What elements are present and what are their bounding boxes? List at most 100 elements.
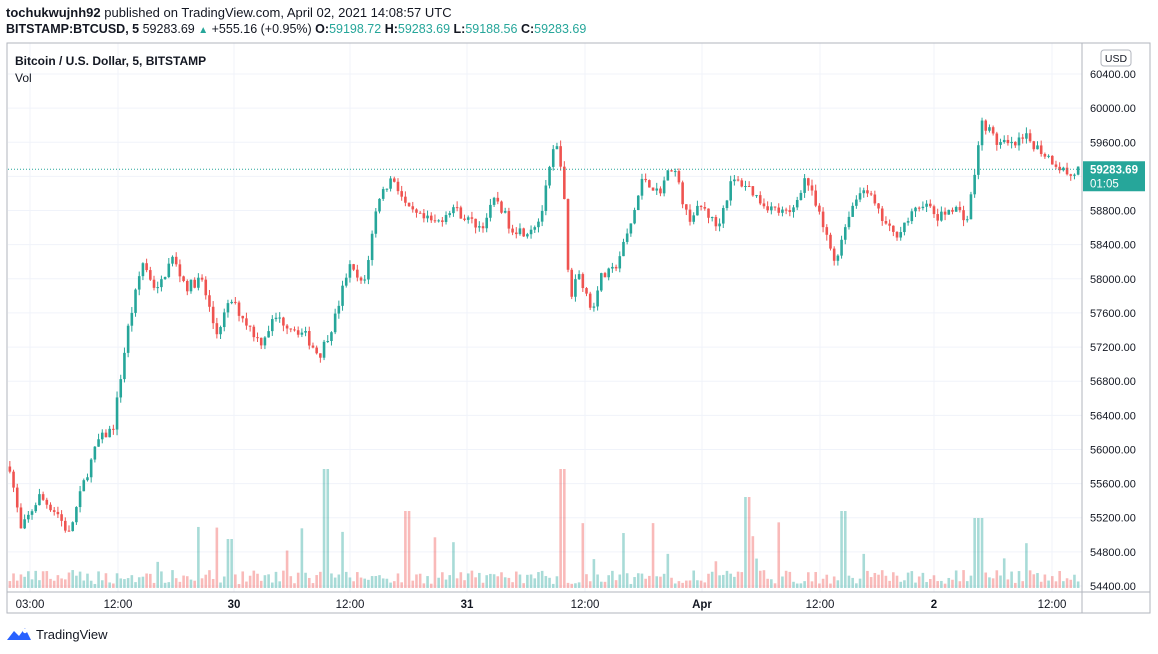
volume-bar (459, 572, 463, 588)
candle-body (932, 206, 936, 215)
volume-bar (293, 583, 296, 588)
volume-bar (810, 581, 814, 588)
volume-bar (692, 570, 696, 588)
volume-bar (910, 571, 914, 588)
volume-bar (858, 578, 862, 588)
candle-body (307, 331, 311, 346)
volume-bar (86, 573, 89, 588)
volume-bar (851, 577, 854, 588)
volume-bar (289, 576, 293, 588)
volume-bar (45, 571, 49, 588)
published-text: published on TradingView.com, April 02, … (104, 5, 452, 20)
volume-bar (52, 580, 56, 588)
price-axis[interactable]: 60400.0060000.0059600.0059200.0058800.00… (1090, 69, 1136, 593)
candle-body (1002, 139, 1006, 143)
price-tick-label: 55600.00 (1090, 479, 1136, 491)
currency-button[interactable] (1100, 49, 1132, 67)
volume-bar (940, 580, 943, 588)
volume-bar (980, 518, 984, 588)
volume-bar (714, 561, 718, 588)
candle-body (234, 301, 237, 303)
volume-bar (156, 561, 160, 588)
current-price-badge: 59283.69 01:05 (1083, 161, 1145, 192)
volume-bar (511, 582, 514, 588)
candle-body (433, 220, 437, 222)
candle-body (67, 530, 71, 532)
volume-bar (34, 570, 38, 588)
candle-body (588, 293, 592, 308)
volume-bar (1054, 581, 1058, 588)
footer-brand[interactable]: TradingView (6, 626, 108, 642)
price-tick-label: 58800.00 (1090, 206, 1136, 218)
candle-body (174, 256, 178, 265)
candle-body (296, 330, 300, 335)
time-axis[interactable]: 03:00 12:00 30 12:00 31 12:00 Apr 12:00 2 12:00 (16, 599, 1067, 611)
volume-bar (895, 575, 899, 588)
tradingview-logo-icon (7, 628, 31, 640)
candle-body (319, 353, 322, 358)
candle-body (71, 522, 74, 532)
volume-bar (300, 528, 304, 588)
candle-body (396, 181, 400, 192)
brand-name: TradingView (36, 626, 108, 642)
volume-bar (234, 574, 237, 588)
volume-bar (415, 574, 418, 588)
volume-bar (23, 576, 26, 588)
volume-bar (452, 542, 455, 588)
time-tick-label: 31 (461, 599, 474, 611)
candle-body (758, 195, 762, 204)
volume-bar (182, 575, 185, 588)
volume-bar (681, 582, 684, 588)
volume-bar (725, 570, 729, 588)
volume-bar (126, 578, 130, 588)
candle-body (788, 210, 792, 213)
candle-body (126, 325, 130, 353)
candle-body (729, 181, 732, 201)
candle-body (245, 318, 248, 326)
candle-body (707, 208, 710, 218)
legend-vol: Vol (15, 71, 32, 85)
volume-bar (108, 582, 111, 588)
candle-body (551, 149, 555, 167)
price-tick-label: 57200.00 (1090, 342, 1136, 354)
volume-bar (880, 570, 884, 588)
candle-body (437, 220, 440, 222)
candle-body (681, 182, 684, 205)
candle-body (1047, 155, 1050, 157)
volume-bar (259, 580, 263, 588)
candle-body (163, 277, 167, 280)
volume-bar (625, 573, 629, 588)
volume-bar (27, 571, 30, 588)
volume-bar (326, 469, 330, 588)
volume-bar (522, 583, 525, 588)
volume-bar (263, 575, 267, 588)
volume-bar (965, 581, 969, 588)
candle-body (832, 248, 836, 261)
volume-bar (463, 580, 466, 588)
volume-bar (703, 582, 707, 588)
candle-body (773, 206, 777, 208)
volume-bar (56, 575, 60, 588)
volume-bar (271, 582, 274, 588)
author-name[interactable]: tochukwujnh92 (6, 5, 101, 20)
price-tick-label: 57600.00 (1090, 308, 1136, 320)
candle-body (1010, 141, 1013, 144)
chart-grid (8, 43, 1082, 592)
price-change: +555.16 (+0.95%) (211, 22, 312, 36)
candle-body (888, 223, 891, 226)
volume-bar (30, 579, 34, 588)
candle-body (655, 188, 659, 191)
candlestick-series[interactable] (8, 117, 1080, 533)
candle-body (256, 337, 259, 339)
volume-bar (803, 581, 806, 588)
volume-bar (662, 573, 666, 588)
candle-body (1036, 145, 1039, 150)
volume-bar (1058, 571, 1061, 588)
candle-body (407, 202, 411, 207)
volume-bar (947, 577, 951, 588)
volume-bar (533, 578, 537, 588)
volume-bar (100, 580, 104, 588)
candle-body (30, 511, 34, 515)
volume-bar (1036, 573, 1039, 588)
